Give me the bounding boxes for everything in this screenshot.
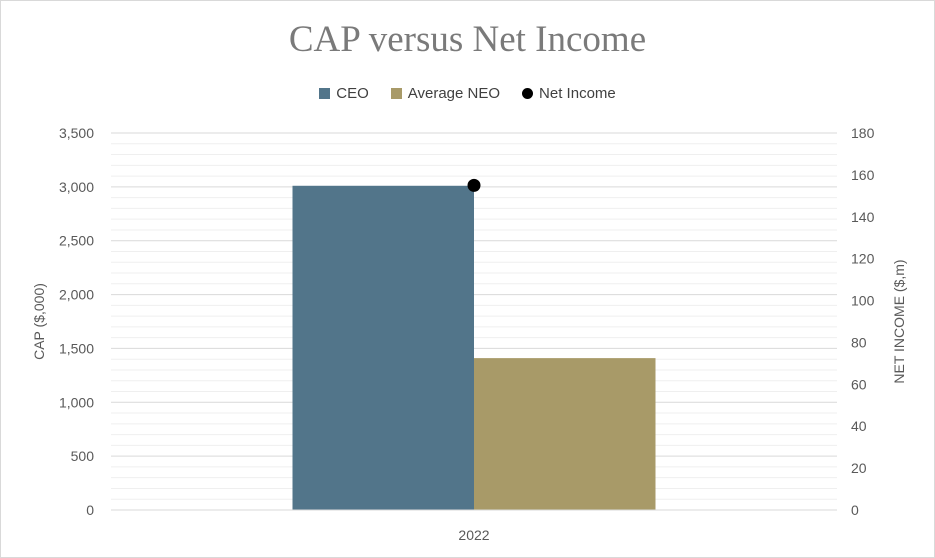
legend-item-net-income: Net Income (522, 85, 616, 102)
legend-swatch-ceo (319, 88, 331, 99)
legend-label-net-income: Net Income (539, 85, 616, 102)
y2-tick-label: 0 (851, 502, 859, 518)
y-tick-label: 2,500 (59, 233, 94, 249)
legend-marker-net-income (522, 88, 534, 99)
bar-average-neo (474, 358, 656, 510)
y2-tick-label: 20 (851, 460, 867, 476)
legend-item-ceo: CEO (319, 85, 369, 102)
legend-label-ceo: CEO (336, 85, 369, 102)
y-tick-label: 1,000 (59, 394, 94, 410)
y2-tick-label: 140 (851, 209, 875, 225)
x-tick-label: 2022 (458, 527, 489, 543)
y-tick-label: 3,500 (59, 125, 94, 141)
y-tick-label: 500 (71, 448, 95, 464)
y-tick-label: 1,500 (59, 340, 94, 356)
y2-tick-label: 120 (851, 251, 875, 267)
y-tick-label: 2,000 (59, 287, 94, 303)
y2-tick-label: 60 (851, 376, 867, 392)
y-axis-title: CAP ($,000) (31, 283, 47, 360)
legend-item-average-neo: Average NEO (390, 85, 501, 102)
y2-tick-label: 80 (851, 334, 867, 350)
point-net-income (467, 178, 481, 192)
legend: CEO Average NEO Net Income (0, 85, 935, 102)
y2-tick-label: 40 (851, 418, 867, 434)
y2-tick-label: 160 (851, 167, 875, 183)
bar-ceo (292, 185, 474, 510)
y-tick-label: 0 (86, 502, 94, 518)
chart-title: CAP versus Net Income (288, 19, 647, 60)
y-tick-label: 3,000 (59, 179, 94, 195)
y2-tick-label: 180 (851, 125, 875, 141)
legend-swatch-average-neo (390, 88, 402, 99)
y2-axis-title: NET INCOME ($,m) (891, 259, 907, 383)
y2-tick-label: 100 (851, 293, 875, 309)
legend-label-average-neo: Average NEO (407, 85, 501, 102)
